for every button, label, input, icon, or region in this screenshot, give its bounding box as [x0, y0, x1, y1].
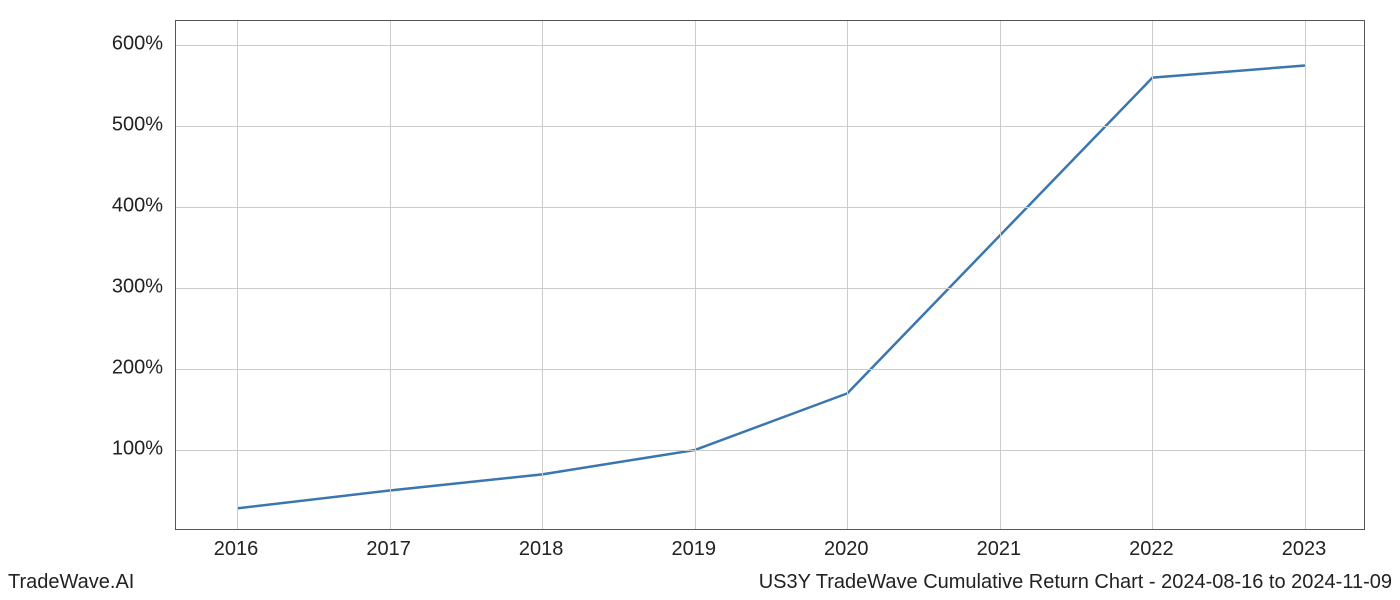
gridline-horizontal	[176, 369, 1364, 370]
gridline-horizontal	[176, 450, 1364, 451]
y-tick-label: 600%	[112, 33, 163, 56]
x-tick-label: 2019	[671, 538, 716, 561]
x-tick-label: 2018	[519, 538, 564, 561]
footer-left-text: TradeWave.AI	[8, 571, 134, 594]
x-tick-label: 2016	[214, 538, 259, 561]
y-tick-label: 100%	[112, 438, 163, 461]
gridline-horizontal	[176, 288, 1364, 289]
gridline-vertical	[542, 21, 543, 529]
gridline-vertical	[390, 21, 391, 529]
chart-root: TradeWave.AI US3Y TradeWave Cumulative R…	[0, 0, 1400, 600]
y-tick-label: 500%	[112, 114, 163, 137]
gridline-vertical	[1000, 21, 1001, 529]
x-tick-label: 2023	[1282, 538, 1327, 561]
plot-area	[175, 20, 1365, 530]
gridline-vertical	[847, 21, 848, 529]
y-tick-label: 200%	[112, 357, 163, 380]
y-tick-label: 400%	[112, 195, 163, 218]
y-tick-label: 300%	[112, 276, 163, 299]
line-layer	[176, 21, 1366, 531]
x-tick-label: 2017	[366, 538, 411, 561]
gridline-horizontal	[176, 126, 1364, 127]
gridline-vertical	[1152, 21, 1153, 529]
gridline-vertical	[237, 21, 238, 529]
gridline-horizontal	[176, 207, 1364, 208]
footer-right-text: US3Y TradeWave Cumulative Return Chart -…	[759, 571, 1392, 594]
gridline-horizontal	[176, 45, 1364, 46]
gridline-vertical	[695, 21, 696, 529]
series-line-cumulative_return	[237, 66, 1305, 509]
x-tick-label: 2022	[1129, 538, 1174, 561]
x-tick-label: 2021	[977, 538, 1022, 561]
x-tick-label: 2020	[824, 538, 869, 561]
gridline-vertical	[1305, 21, 1306, 529]
